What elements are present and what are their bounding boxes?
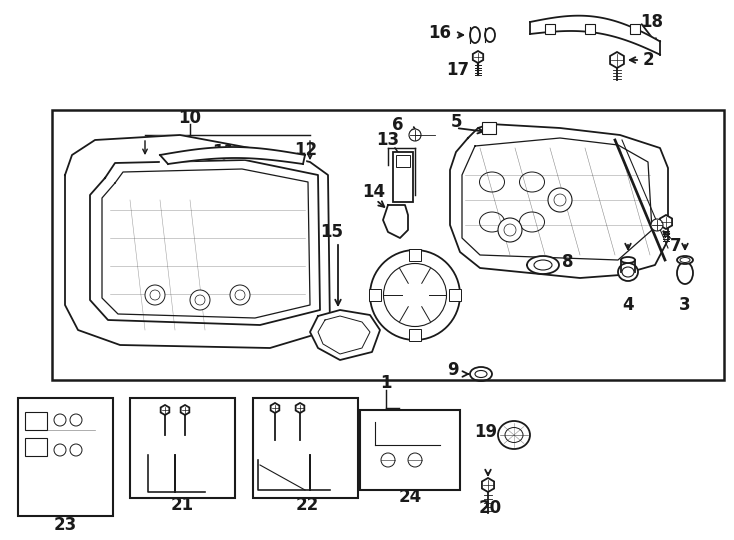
Bar xyxy=(18,398,113,516)
Text: 16: 16 xyxy=(429,24,451,42)
Bar xyxy=(393,152,413,202)
Polygon shape xyxy=(473,51,483,63)
Bar xyxy=(25,438,47,456)
Ellipse shape xyxy=(677,262,693,284)
Ellipse shape xyxy=(618,263,638,281)
Text: 22: 22 xyxy=(295,496,319,514)
Bar xyxy=(630,24,640,34)
Bar xyxy=(369,289,381,301)
Text: 5: 5 xyxy=(450,113,462,131)
Bar xyxy=(482,122,496,134)
Bar xyxy=(409,329,421,341)
Text: 2: 2 xyxy=(642,51,654,69)
Polygon shape xyxy=(161,405,170,415)
Circle shape xyxy=(70,444,82,456)
Circle shape xyxy=(651,219,663,231)
Text: 9: 9 xyxy=(447,361,459,379)
Text: 1: 1 xyxy=(380,374,392,392)
Text: 3: 3 xyxy=(679,296,691,314)
Polygon shape xyxy=(482,478,494,492)
Text: 7: 7 xyxy=(670,237,682,255)
Text: 12: 12 xyxy=(294,141,318,159)
Ellipse shape xyxy=(527,256,559,274)
Circle shape xyxy=(230,285,250,305)
Circle shape xyxy=(498,218,522,242)
Text: 6: 6 xyxy=(392,116,404,134)
Text: 11: 11 xyxy=(213,143,236,161)
Text: 24: 24 xyxy=(399,488,421,506)
Bar xyxy=(130,398,235,498)
Polygon shape xyxy=(296,403,305,413)
Bar xyxy=(449,289,461,301)
Text: 13: 13 xyxy=(377,131,399,149)
Ellipse shape xyxy=(485,28,495,42)
Text: 14: 14 xyxy=(363,183,385,201)
Polygon shape xyxy=(90,160,320,325)
Bar xyxy=(253,398,358,498)
Bar xyxy=(25,412,47,430)
Polygon shape xyxy=(271,403,280,413)
Bar xyxy=(585,24,595,34)
Text: 15: 15 xyxy=(321,223,344,241)
Ellipse shape xyxy=(498,421,530,449)
Bar xyxy=(360,410,460,490)
Ellipse shape xyxy=(621,257,635,263)
Ellipse shape xyxy=(470,27,480,43)
Polygon shape xyxy=(450,124,668,278)
Text: 21: 21 xyxy=(170,496,194,514)
Polygon shape xyxy=(65,135,330,348)
Circle shape xyxy=(190,290,210,310)
Polygon shape xyxy=(181,405,189,415)
Polygon shape xyxy=(383,205,408,238)
Bar xyxy=(409,249,421,261)
Polygon shape xyxy=(310,310,380,360)
Circle shape xyxy=(54,414,66,426)
Circle shape xyxy=(409,129,421,141)
Ellipse shape xyxy=(677,256,693,264)
Circle shape xyxy=(370,250,460,340)
Text: 4: 4 xyxy=(622,296,634,314)
Text: 20: 20 xyxy=(479,499,501,517)
Circle shape xyxy=(54,444,66,456)
Bar xyxy=(545,24,555,34)
Polygon shape xyxy=(660,215,672,229)
Text: 10: 10 xyxy=(178,109,202,127)
Text: 8: 8 xyxy=(562,253,574,271)
Circle shape xyxy=(145,285,165,305)
Text: 23: 23 xyxy=(54,516,76,534)
Circle shape xyxy=(70,414,82,426)
Circle shape xyxy=(408,453,422,467)
Circle shape xyxy=(548,188,572,212)
Circle shape xyxy=(381,453,395,467)
Text: 19: 19 xyxy=(474,423,498,441)
Text: 18: 18 xyxy=(641,13,664,31)
Bar xyxy=(396,155,410,167)
Polygon shape xyxy=(610,52,624,68)
Text: 17: 17 xyxy=(446,61,470,79)
Bar xyxy=(52,110,724,380)
Ellipse shape xyxy=(470,367,492,381)
